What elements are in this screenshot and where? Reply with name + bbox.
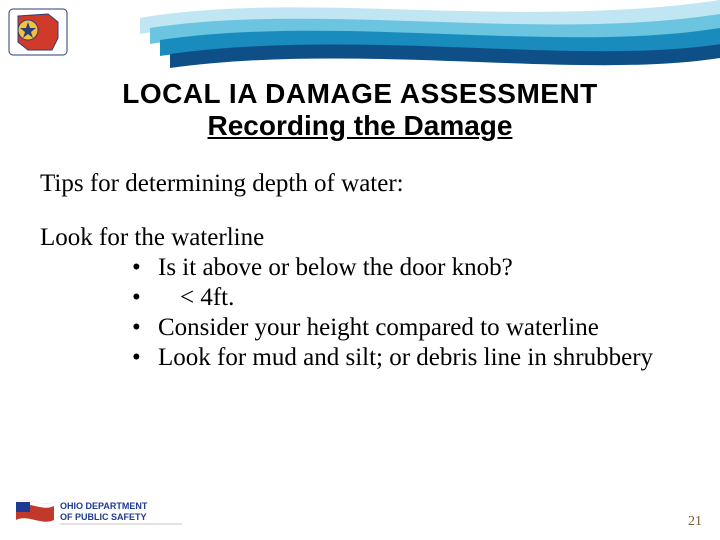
slide-title-line1: LOCAL IA DAMAGE ASSESSMENT [0, 78, 720, 110]
bullet-item: < 4ft. [132, 284, 680, 312]
header-swoosh [0, 0, 720, 90]
slide-title-block: LOCAL IA DAMAGE ASSESSMENT Recording the… [0, 78, 720, 142]
ohio-ema-logo [8, 8, 68, 56]
bullet-item: Look for mud and silt; or debris line in… [132, 344, 680, 372]
bullet-item: Consider your height compared to waterli… [132, 314, 680, 342]
odps-logo: OHIO DEPARTMENT OF PUBLIC SAFETY [14, 494, 184, 530]
odps-text-line1: OHIO DEPARTMENT [60, 501, 148, 511]
intro-text: Tips for determining depth of water: [40, 170, 680, 198]
lead-text: Look for the waterline [40, 224, 680, 252]
odps-text-line2: OF PUBLIC SAFETY [60, 512, 147, 522]
bullet-item: Is it above or below the door knob? [132, 254, 680, 282]
slide-title-line2: Recording the Damage [0, 110, 720, 142]
page-number: 21 [688, 514, 702, 530]
slide-body: Tips for determining depth of water: Loo… [40, 170, 680, 374]
bullet-list: Is it above or below the door knob? < 4f… [132, 254, 680, 372]
